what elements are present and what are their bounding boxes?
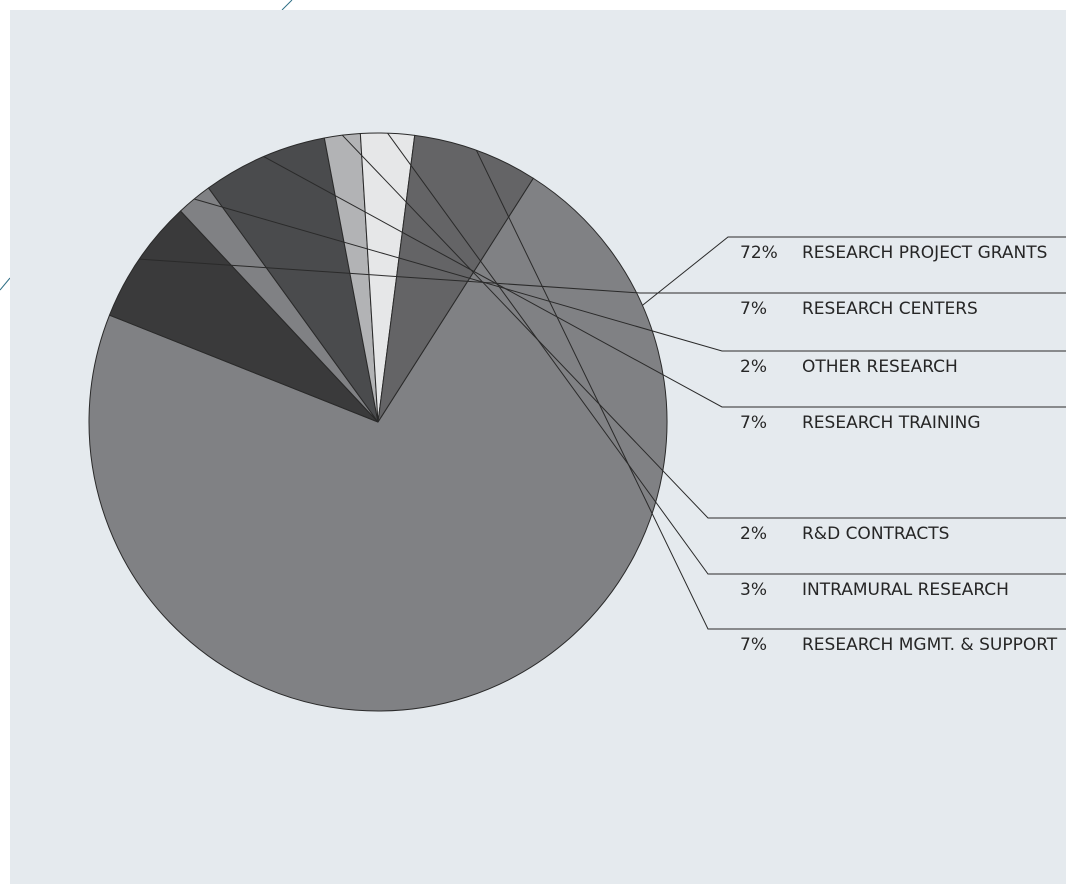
corner-accent-line (0, 277, 11, 291)
slice-percent-label: 2% (740, 357, 767, 377)
slice-category-label: R&D CONTRACTS (802, 524, 949, 544)
pie-slice-research-project-grants (88, 177, 668, 712)
leader-line-research-project-grants (642, 236, 1066, 306)
leader-line-research-training (263, 156, 1066, 408)
slice-category-label: INTRAMURAL RESEARCH (802, 580, 1009, 600)
slice-percent-label: 7% (740, 413, 767, 433)
slice-category-label: RESEARCH MGMT. & SUPPORT (802, 635, 1058, 655)
slice-percent-label: 7% (740, 299, 767, 319)
leader-line-randd-contracts (341, 134, 1066, 519)
pie-slices (88, 132, 668, 712)
leader-line-intramural-research (387, 132, 1066, 575)
corner-accent-line (281, 0, 293, 11)
slice-percent-label: 72% (740, 243, 778, 263)
slice-category-label: RESEARCH CENTERS (802, 299, 978, 319)
slice-percent-label: 3% (740, 580, 767, 600)
slice-category-label: OTHER RESEARCH (802, 357, 958, 377)
leader-line-research-centers (139, 258, 1066, 294)
slice-category-label: RESEARCH TRAINING (802, 413, 981, 433)
leader-lines (139, 132, 1066, 630)
slice-category-label: RESEARCH PROJECT GRANTS (802, 243, 1047, 263)
slice-percent-label: 7% (740, 635, 767, 655)
slice-labels: 72% RESEARCH PROJECT GRANTS 7% RESEARCH CEN… (740, 243, 1058, 655)
slice-percent-label: 2% (740, 524, 767, 544)
leader-line-research-mgmt-and-support (475, 150, 1066, 630)
leader-line-other-research (194, 198, 1066, 352)
